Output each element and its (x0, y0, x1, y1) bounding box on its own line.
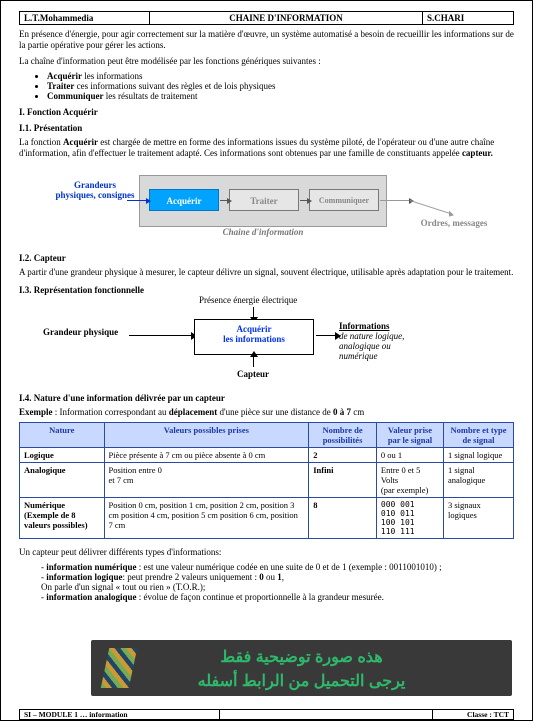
diag1-fn-communiquer: Communiquer (309, 189, 379, 211)
diag2-info-r1: de nature logique, (339, 331, 404, 341)
list-item: information analogique : évolue de façon… (41, 592, 514, 602)
doc-footer: SI – MODULE 1 … information Classe : TCT (19, 709, 514, 720)
arrow-icon (380, 200, 410, 201)
diag2-box: Acquérir les informations (194, 319, 314, 355)
td: Numérique (Exemple de 8 valeurs possible… (20, 497, 105, 538)
intro-p2: La chaîne d'information peut être modéli… (19, 56, 514, 67)
td: 3 signaux logiques (443, 497, 513, 538)
diag1-output-label: Ordres, messages (414, 219, 494, 229)
ex-bold: déplacement (169, 407, 218, 417)
footer-center (220, 710, 433, 719)
b2-rest: ces informations suivant des règles et d… (74, 81, 275, 91)
diag2-info-title: Informations (339, 321, 390, 331)
arrow-icon (127, 200, 147, 201)
diag2-gp-label: Grandeur physique (43, 327, 118, 337)
h-i1: I.1. Présentation (19, 123, 514, 133)
diag1-fn-acquerir: Acquérir (149, 189, 219, 211)
doc-header: L.T.Mohammedia CHAINE D'INFORMATION S.CH… (19, 11, 514, 25)
td: Position 0 cm, position 1 cm, position 2… (104, 497, 309, 538)
table-head-row: Nature Valeurs possibles prises Nombre d… (20, 422, 514, 447)
arrow-down-icon (253, 307, 254, 318)
table-row: Analogique Position entre 0 et 7 cm Infi… (20, 462, 514, 497)
table-row: Numérique (Exemple de 8 valeurs possible… (20, 497, 514, 538)
watermark-line2: يرجى التحميل من الرابط أسفله (91, 670, 512, 694)
b2-bold: Traiter (47, 81, 74, 91)
diag2-info-r3: numérique (339, 351, 378, 361)
b3-rest: les résultats de traitement (104, 91, 198, 101)
intro-p1: En présence d'énergie, pour agir correct… (19, 29, 514, 52)
ex-post: d'une pièce sur une distance de (217, 407, 333, 417)
td: 000 001 010 011 100 101 110 111 (376, 497, 443, 538)
h-i: I. Fonction Acquérir (19, 107, 514, 117)
after-p: Un capteur peut délivrer différents type… (19, 547, 514, 558)
header-center: CHAINE D'INFORMATION (150, 12, 423, 24)
diag2-info-label: Informations de nature logique, analogiq… (339, 321, 404, 361)
ex-range: 0 à 7 (333, 407, 351, 417)
td: Logique (20, 447, 105, 462)
b3-bold: Communiquer (47, 91, 104, 101)
arrow-up-icon (253, 356, 254, 367)
b1-rest: les informations (82, 71, 143, 81)
intro-bullets: Acquérir les informations Traiter ces in… (47, 71, 514, 101)
td: Position entre 0 et 7 cm (104, 462, 309, 497)
td: 0 ou 1 (376, 447, 443, 462)
list-item: information numérique : est une valeur n… (41, 562, 514, 572)
th: Valeur prise par le signal (376, 422, 443, 447)
diag2-box-l1: Acquérir (237, 324, 272, 334)
diag2-box-l2: les informations (223, 334, 285, 344)
diag1-fn-traiter: Traiter (229, 189, 299, 211)
footer-right: Classe : TCT (433, 710, 513, 719)
info-table: Nature Valeurs possibles prises Nombre d… (19, 422, 514, 539)
th: Nombre de possibilités (309, 422, 377, 447)
ex-pre: Exemple (19, 407, 53, 417)
diag1-input-label: Grandeurs physiques, consignes (55, 181, 135, 201)
header-left: L.T.Mohammedia (20, 12, 150, 24)
td: Entre 0 et 5 Volts (par exemple) (376, 462, 443, 497)
h-i3: I.3. Représentation fonctionnelle (19, 285, 514, 295)
example-line: Exemple : Information correspondant au d… (19, 407, 514, 418)
th: Valeurs possibles prises (104, 422, 309, 447)
arrow-icon (300, 200, 308, 201)
s1-p: La fonction Acquérir est chargée de mett… (19, 137, 514, 160)
table-row: Logique Pièce présente à 7 cm ou pièce a… (20, 447, 514, 462)
th: Nature (20, 422, 105, 447)
ex-mid: : Information correspondant au (53, 407, 169, 417)
watermark-overlay: هذه صورة توضيحية فقط يرجى التحميل من الر… (91, 640, 512, 696)
td: 8 (309, 497, 377, 538)
td: 1 signal logique (443, 447, 513, 462)
after-list: information numérique : est une valeur n… (41, 562, 514, 602)
arrow-icon (129, 335, 192, 336)
h-i2: I.2. Capteur (19, 253, 514, 263)
arrow-icon (316, 335, 336, 336)
list-item: information logique: peut prendre 2 vale… (41, 572, 514, 592)
td: 1 signal analogique (443, 462, 513, 497)
th: Nombre et type de signal (443, 422, 513, 447)
footer-left: SI – MODULE 1 … information (20, 710, 220, 719)
td: 2 (309, 447, 377, 462)
b1-bold: Acquérir (47, 71, 82, 81)
diag2-capteur-label: Capteur (237, 369, 269, 379)
page: L.T.Mohammedia CHAINE D'INFORMATION S.CH… (0, 0, 533, 721)
ex-unit: cm (351, 407, 364, 417)
td: Pièce présente à 7 cm ou pièce absente à… (104, 447, 309, 462)
diag1-chain-label: Chaine d'information (139, 227, 387, 237)
diag2-info-r2: analogique ou (339, 341, 391, 351)
arrow-icon (220, 200, 228, 201)
diag2-energy-label: Présence énergie électrique (199, 295, 297, 305)
td: Infini (309, 462, 377, 497)
watermark-line1: هذه صورة توضيحية فقط (91, 646, 512, 670)
s12-p: A partir d'une grandeur physique à mesur… (19, 267, 514, 278)
header-right: S.CHARI (423, 12, 513, 24)
diagram-functional: Présence énergie électrique Grandeur phy… (19, 295, 514, 387)
td: Analogique (20, 462, 105, 497)
h-i4: I.4. Nature d'une information délivrée p… (19, 393, 514, 403)
diagram-chain: Grandeurs physiques, consignes Acquérir … (19, 163, 514, 247)
